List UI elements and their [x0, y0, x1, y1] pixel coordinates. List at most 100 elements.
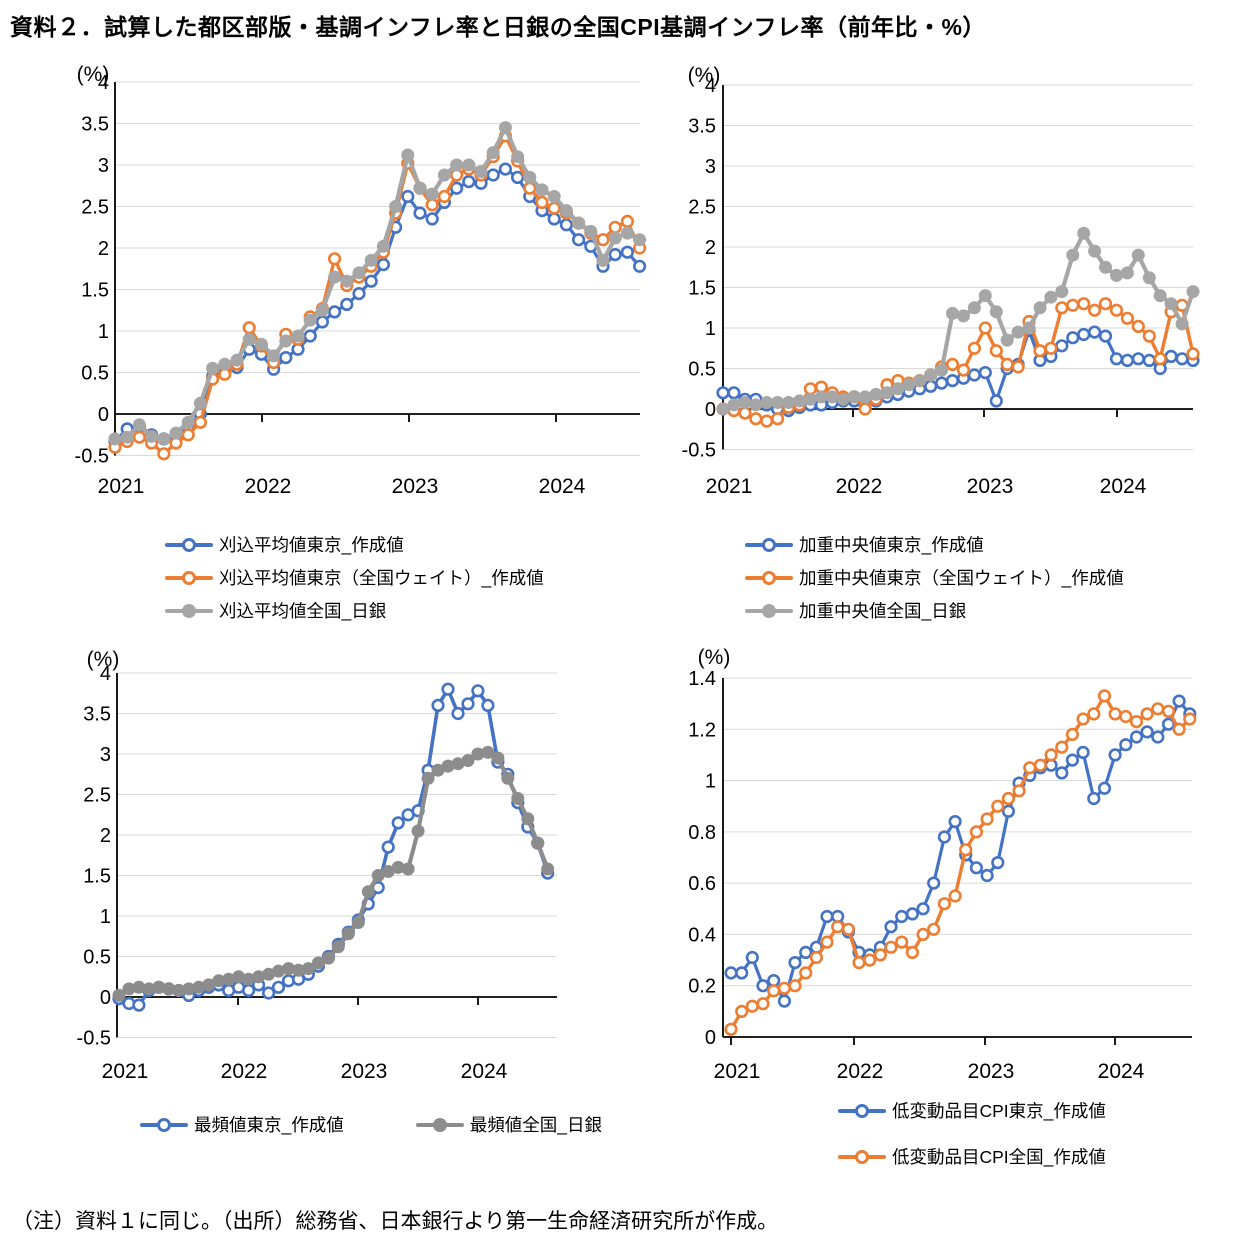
legend-item: 低変動品目CPI東京_作成値 — [838, 1094, 1106, 1127]
svg-text:0.8: 0.8 — [688, 822, 716, 844]
svg-text:0: 0 — [100, 987, 111, 1009]
series-gray_dark — [112, 745, 555, 1002]
series-gray — [108, 121, 647, 446]
legend-item: 刈込平均値東京（全国ウェイト）_作成値 — [165, 561, 544, 594]
svg-text:-0.5: -0.5 — [75, 446, 109, 468]
legend-label: 刈込平均値東京（全国ウェイト）_作成値 — [219, 568, 544, 588]
svg-text:3.5: 3.5 — [83, 704, 111, 726]
series-marker-icon — [838, 1149, 886, 1165]
y-axis-unit-label: (%) — [87, 648, 120, 671]
svg-text:2021: 2021 — [102, 1060, 149, 1083]
svg-text:1.5: 1.5 — [688, 278, 716, 300]
y-axis-unit-label: (%) — [698, 646, 731, 669]
svg-text:3.5: 3.5 — [688, 116, 716, 138]
series-gray — [716, 226, 1200, 416]
svg-text:4: 4 — [100, 663, 111, 685]
svg-text:4: 4 — [98, 72, 109, 94]
legend-label: 加重中央値東京_作成値 — [799, 535, 984, 555]
svg-text:2.5: 2.5 — [688, 197, 716, 219]
legend-label: 低変動品目CPI全国_作成値 — [892, 1147, 1106, 1167]
svg-text:2023: 2023 — [341, 1060, 388, 1083]
legend-item: 加重中央値全国_日銀 — [745, 594, 1124, 627]
legend-label: 最頻値全国_日銀 — [469, 1115, 602, 1135]
chart-weighted-median-panel: 4 3.5 3 2.5 2 1.5 1 0.5 0 -0.5 2021 2022 2023 2024 (%) — [682, 64, 1200, 498]
legend-label: 加重中央値東京（全国ウェイト）_作成値 — [799, 568, 1124, 588]
svg-text:2.5: 2.5 — [81, 197, 109, 219]
svg-text:0.2: 0.2 — [688, 976, 716, 998]
svg-text:2023: 2023 — [968, 1060, 1015, 1083]
legend-label: 加重中央値全国_日銀 — [799, 601, 967, 621]
series-marker-icon — [415, 1117, 464, 1133]
svg-text:0: 0 — [98, 404, 109, 426]
svg-text:2022: 2022 — [837, 1060, 884, 1083]
series-marker-icon — [745, 537, 793, 553]
chart-trimmed-mean-panel: 4 3.5 3 2.5 2 1.5 1 0.5 0 -0.5 2021 2022 2023 2024 (%) — [75, 63, 647, 498]
legend-low-volatility-cpi: 低変動品目CPI東京_作成値 低変動品目CPI全国_作成値 — [838, 1094, 1106, 1173]
svg-text:3: 3 — [100, 744, 111, 766]
svg-text:2: 2 — [705, 237, 716, 259]
series-marker-icon — [838, 1103, 886, 1119]
svg-text:3: 3 — [705, 156, 716, 178]
legend-trimmed-mean: 刈込平均値東京_作成値 刈込平均値東京（全国ウェイト）_作成値 刈込平均値全国_… — [165, 528, 544, 627]
svg-text:0: 0 — [705, 399, 716, 421]
svg-text:2022: 2022 — [221, 1060, 268, 1083]
series-marker-icon — [745, 570, 793, 586]
svg-text:2: 2 — [100, 825, 111, 847]
legend-label: 刈込平均値東京_作成値 — [219, 535, 404, 555]
legend-item: 刈込平均値全国_日銀 — [165, 594, 544, 627]
svg-text:1: 1 — [100, 906, 111, 928]
legend-item: 加重中央値東京（全国ウェイト）_作成値 — [745, 561, 1124, 594]
svg-text:2022: 2022 — [836, 475, 883, 498]
svg-text:3: 3 — [98, 155, 109, 177]
svg-text:2021: 2021 — [714, 1060, 761, 1083]
svg-text:2.5: 2.5 — [83, 785, 111, 807]
series-marker-icon — [140, 1117, 188, 1133]
legend-item: 最頻値東京_作成値 — [140, 1108, 344, 1141]
svg-text:1.4: 1.4 — [688, 668, 716, 690]
svg-text:1.5: 1.5 — [83, 866, 111, 888]
svg-text:0.5: 0.5 — [83, 947, 111, 969]
svg-text:2024: 2024 — [539, 475, 586, 498]
legend-label: 刈込平均値全国_日銀 — [219, 601, 387, 621]
series-marker-icon — [165, 603, 213, 619]
chart-mode-panel: 4 3.5 3 2.5 2 1.5 1 0.5 0 -0.5 2021 2022 2023 2024 (%) — [77, 648, 557, 1083]
svg-text:0.5: 0.5 — [688, 359, 716, 381]
legend-item: 低変動品目CPI全国_作成値 — [838, 1140, 1106, 1173]
page-title: 資料２．試算した都区部版・基調インフレ率と日銀の全国CPI基調インフレ率（前年比… — [10, 14, 986, 40]
svg-text:0.5: 0.5 — [81, 363, 109, 385]
svg-text:2024: 2024 — [1100, 475, 1147, 498]
series-orange — [108, 129, 647, 461]
legend-item: 加重中央値東京_作成値 — [745, 528, 1124, 561]
svg-text:4: 4 — [705, 75, 716, 97]
svg-text:1.2: 1.2 — [688, 719, 716, 741]
legend-item: 最頻値全国_日銀 — [415, 1108, 602, 1141]
legend-mode: 最頻値東京_作成値 最頻値全国_日銀 — [140, 1108, 602, 1141]
source-note: （注）資料１に同じ。（出所）総務省、日本銀行より第一生命経済研究所が作成。 — [12, 1209, 779, 1233]
series-marker-icon — [745, 603, 793, 619]
chart-low-volatility-cpi-panel: 1.4 1.2 1 0.8 0.6 0.4 0.2 0 2021 2022 2023 2024 (%) — [688, 646, 1197, 1083]
svg-text:2024: 2024 — [1098, 1060, 1145, 1083]
svg-text:2022: 2022 — [245, 475, 292, 498]
svg-text:2: 2 — [98, 238, 109, 260]
series-marker-icon — [165, 570, 213, 586]
y-axis-unit-label: (%) — [77, 63, 110, 86]
legend-label: 最頻値東京_作成値 — [194, 1115, 344, 1135]
y-axis-unit-label: (%) — [688, 64, 721, 87]
svg-text:1: 1 — [98, 321, 109, 343]
svg-text:2023: 2023 — [392, 475, 439, 498]
svg-text:2023: 2023 — [967, 475, 1014, 498]
svg-text:-0.5: -0.5 — [682, 440, 716, 462]
svg-text:1: 1 — [705, 318, 716, 340]
svg-text:0.4: 0.4 — [688, 924, 716, 946]
svg-text:0.6: 0.6 — [688, 873, 716, 895]
svg-text:2024: 2024 — [461, 1060, 508, 1083]
svg-text:2021: 2021 — [706, 475, 753, 498]
svg-text:2021: 2021 — [98, 475, 145, 498]
svg-text:0: 0 — [705, 1027, 716, 1049]
series-marker-icon — [165, 537, 213, 553]
legend-label: 低変動品目CPI東京_作成値 — [892, 1101, 1106, 1121]
legend-weighted-median: 加重中央値東京_作成値 加重中央値東京（全国ウェイト）_作成値 加重中央値全国_… — [745, 528, 1124, 627]
legend-item: 刈込平均値東京_作成値 — [165, 528, 544, 561]
